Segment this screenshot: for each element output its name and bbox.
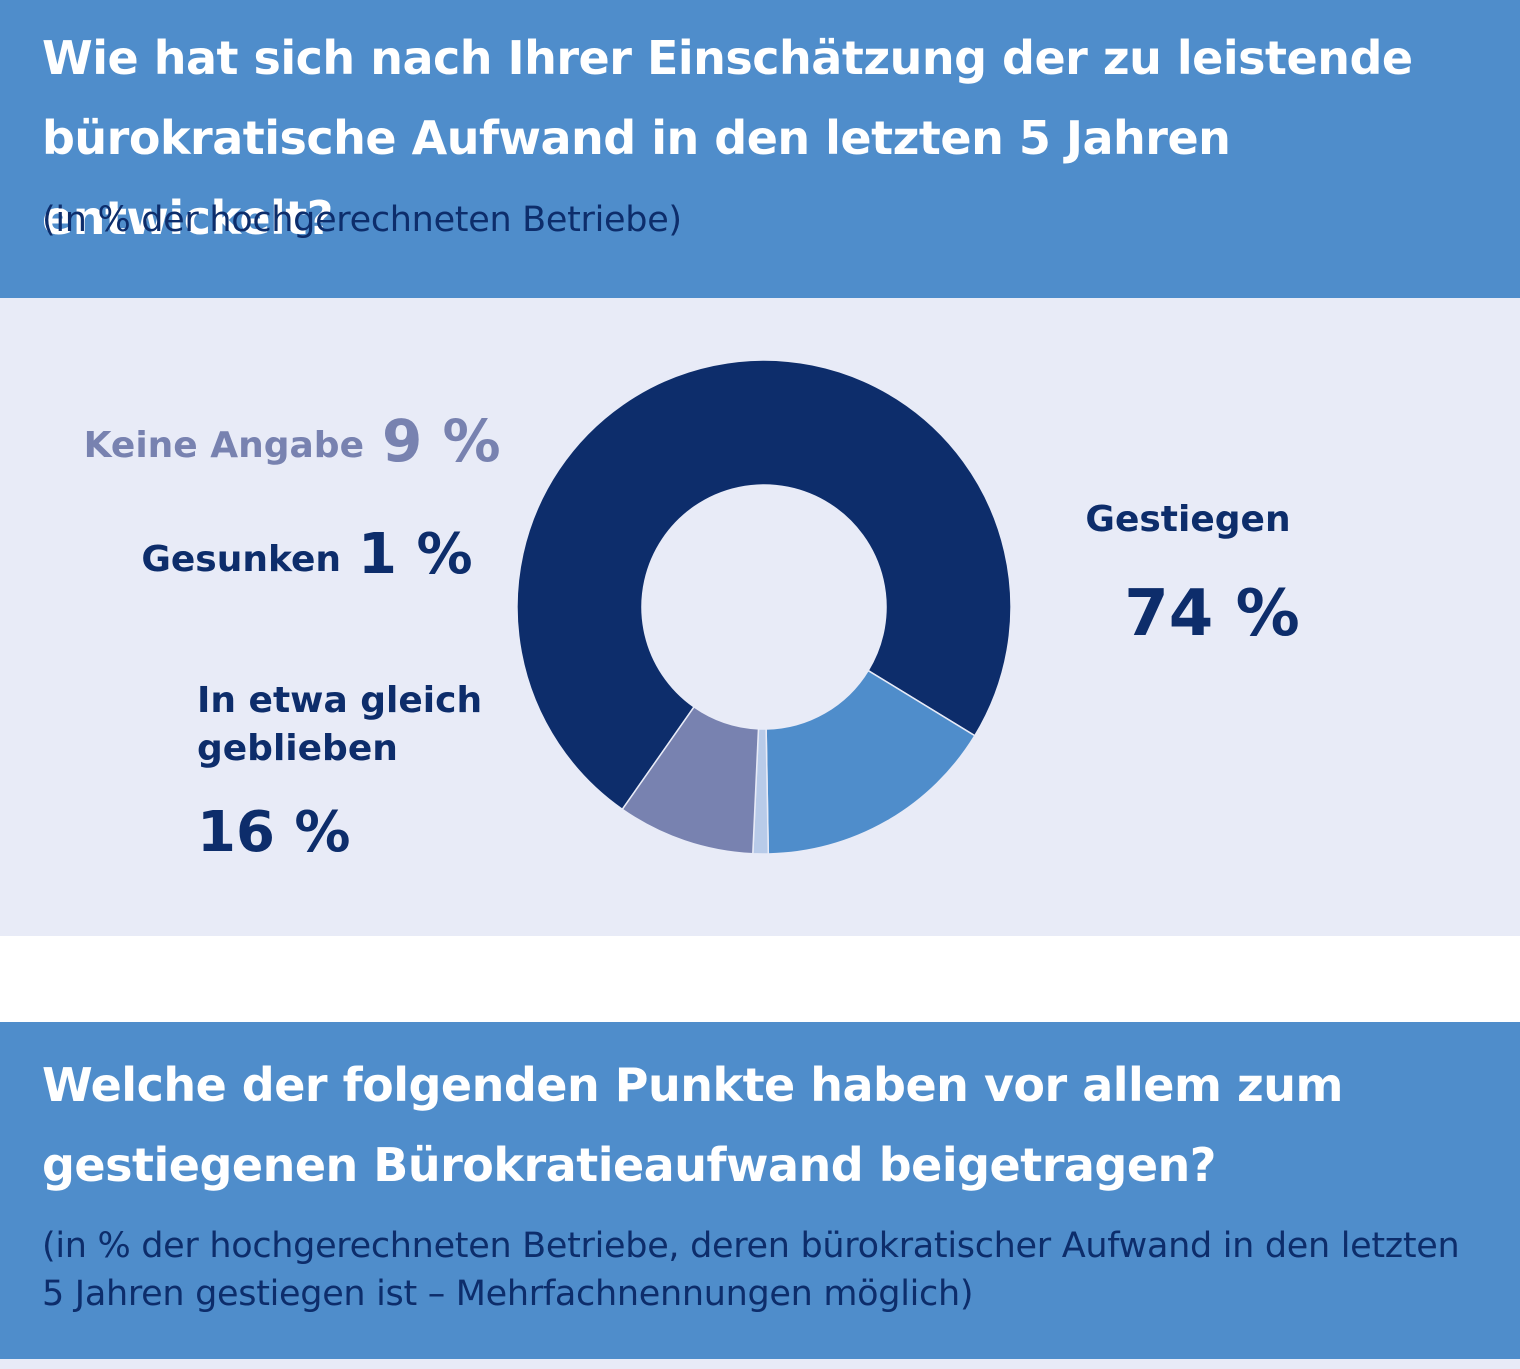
value-gleich: 16 % [197,800,351,865]
question-2-header [0,1022,1520,1359]
value-gesunken: 1 % [358,522,473,587]
value-keine-angabe: 9 % [382,407,501,475]
label-keine-angabe: Keine Angabe [84,425,364,466]
question-1-subtitle: (in % der hochgerechneten Betriebe) [42,200,682,240]
label-gestiegen: Gestiegen [1085,499,1290,540]
donut-slice-gestiegen [516,359,1012,811]
question-2-title: Welche der folgenden Punkte haben vor al… [42,1058,1343,1192]
chart-panel: Gestiegen 74 % In etwa gleich geblieben 16 %… [0,298,1520,936]
question-2-subtitle: (in % der hochgerechneten Betriebe, dere… [42,1226,1460,1314]
donut-slice-keine-angabe [621,705,760,855]
label-gleich-line-1: In etwa gleich [197,680,482,721]
donut-slice-in-etwa-gleich-geblieben [765,669,976,855]
bottom-strip [0,1359,1520,1369]
question-1-header [0,0,1520,298]
question-1-title: Wie hat sich nach Ihrer Einschätzung der… [42,31,1413,245]
value-gestiegen: 74 % [1124,577,1299,651]
label-gesunken: Gesunken [141,539,341,580]
label-gleich-line-2: geblieben [197,728,398,769]
donut-chart: Gestiegen 74 % In etwa gleich geblieben 16 %… [84,359,1300,865]
